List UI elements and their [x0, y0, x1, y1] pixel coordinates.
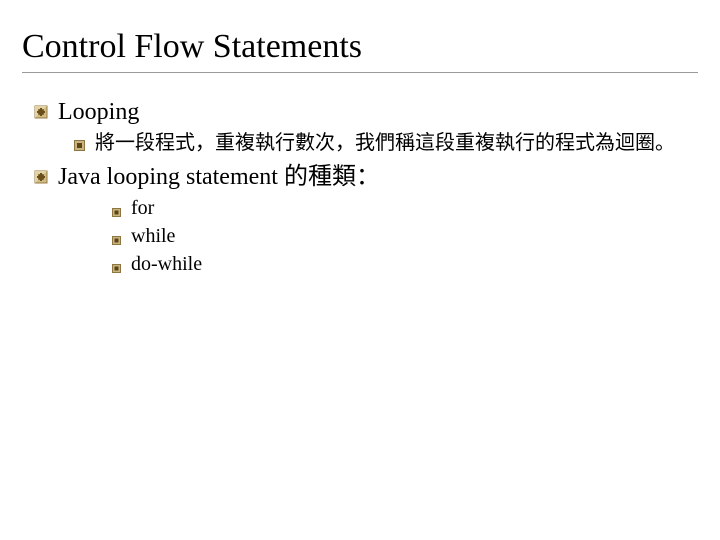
- bullet-l1-icon: [34, 170, 48, 189]
- bullet-l3-icon: [112, 260, 121, 278]
- bullet-l2-icon: [74, 138, 85, 156]
- slide: Control Flow Statements Looping 將一段程式，重複…: [0, 0, 720, 278]
- list-item-label: do-while: [131, 252, 202, 277]
- bullet-l3-icon: [112, 232, 121, 250]
- list-item-l1: Java looping statement 的種類：: [34, 162, 698, 192]
- list-item-l3: while: [112, 224, 698, 250]
- list-item-l3: do-while: [112, 252, 698, 278]
- bullet-l1-icon: [34, 105, 48, 124]
- list-item-label: while: [131, 224, 175, 249]
- list-item-l1: Looping: [34, 97, 698, 127]
- list-item-l2: 將一段程式，重複執行數次，我們稱這段重複執行的程式為迴圈。: [74, 131, 698, 156]
- list-item-label: Java looping statement 的種類：: [58, 162, 380, 192]
- page-title: Control Flow Statements: [22, 28, 698, 73]
- list-item-label: Looping: [58, 97, 139, 127]
- list-item-label: 將一段程式，重複執行數次，我們稱這段重複執行的程式為迴圈。: [95, 131, 675, 156]
- list-item-l3: for: [112, 196, 698, 222]
- list-item-label: for: [131, 196, 154, 221]
- bullet-l3-icon: [112, 204, 121, 222]
